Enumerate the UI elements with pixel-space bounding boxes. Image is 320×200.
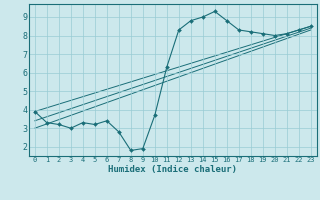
X-axis label: Humidex (Indice chaleur): Humidex (Indice chaleur): [108, 165, 237, 174]
